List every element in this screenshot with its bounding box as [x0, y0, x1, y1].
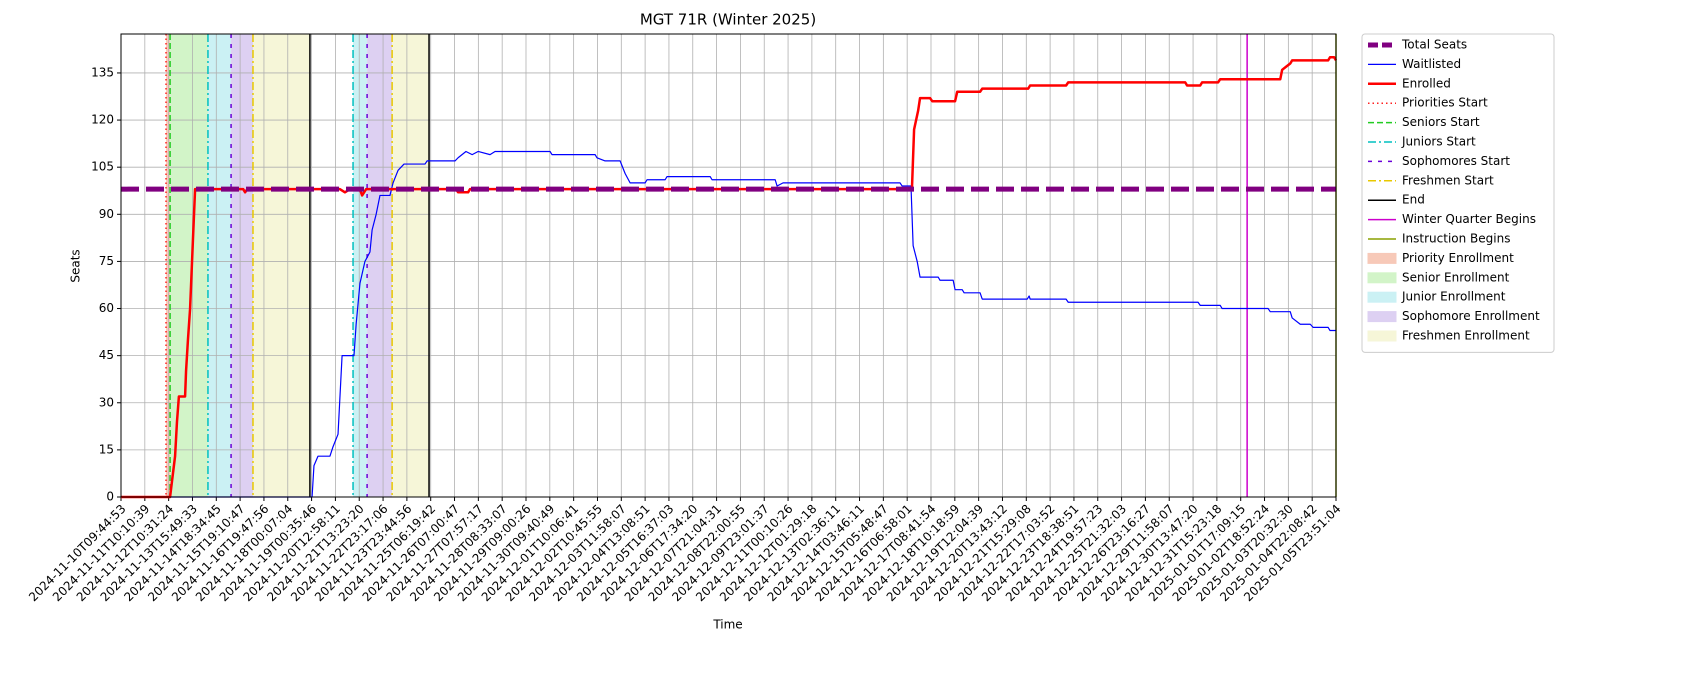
y-axis-label: Seats	[69, 249, 83, 282]
y-tick-label: 105	[91, 160, 114, 174]
y-tick-label: 30	[99, 395, 114, 409]
enrollment-span	[392, 34, 430, 497]
y-tick-label: 45	[99, 348, 114, 362]
y-tick-label: 90	[99, 207, 114, 221]
y-tick-label: 15	[99, 442, 114, 456]
legend-swatch	[1367, 330, 1397, 342]
legend-label: Freshmen Enrollment	[1402, 329, 1530, 343]
enrollment-span	[367, 34, 393, 497]
y-tick-label: 135	[91, 65, 114, 79]
legend-label: Priorities Start	[1402, 96, 1488, 110]
legend-swatch	[1367, 252, 1397, 264]
enrollment-span	[353, 34, 368, 497]
legend-label: Priority Enrollment	[1402, 251, 1514, 265]
enrollment-span	[231, 34, 253, 497]
series-line	[121, 55, 1338, 499]
y-tick-label: 75	[99, 254, 114, 268]
legend-label: Senior Enrollment	[1402, 270, 1510, 284]
series-line	[121, 150, 1336, 498]
legend-swatch	[1367, 291, 1397, 303]
legend-box	[1361, 33, 1555, 353]
y-tick-label: 120	[91, 113, 114, 127]
legend-label: Sophomore Enrollment	[1402, 309, 1540, 323]
plot-frame	[120, 33, 1337, 498]
legend-label: Freshmen Start	[1402, 173, 1494, 187]
legend-swatch	[1367, 311, 1397, 323]
chart-title: MGT 71R (Winter 2025)	[640, 11, 816, 29]
x-axis-label: Time	[712, 618, 742, 632]
enrollment-span	[166, 34, 171, 497]
legend-label: Sophomores Start	[1402, 154, 1510, 168]
legend-label: Seniors Start	[1402, 115, 1480, 129]
legend-label: Total Seats	[1401, 38, 1467, 52]
legend-label: Waitlisted	[1402, 57, 1461, 71]
legend-label: Instruction Begins	[1402, 232, 1510, 246]
enrollment-span	[207, 34, 232, 497]
legend-label: Junior Enrollment	[1401, 290, 1506, 304]
legend: Total Seats Waitlisted Enrolled Priorities …	[1361, 33, 1555, 353]
enrollment-span	[252, 34, 310, 497]
legend-label: End	[1402, 193, 1425, 207]
legend-swatch	[1367, 272, 1397, 284]
legend-label: Juniors Start	[1401, 135, 1476, 149]
legend-label: Winter Quarter Begins	[1402, 212, 1536, 226]
legend-label: Enrolled	[1402, 76, 1451, 90]
y-tick-label: 0	[106, 490, 114, 504]
y-tick-label: 60	[99, 301, 114, 315]
